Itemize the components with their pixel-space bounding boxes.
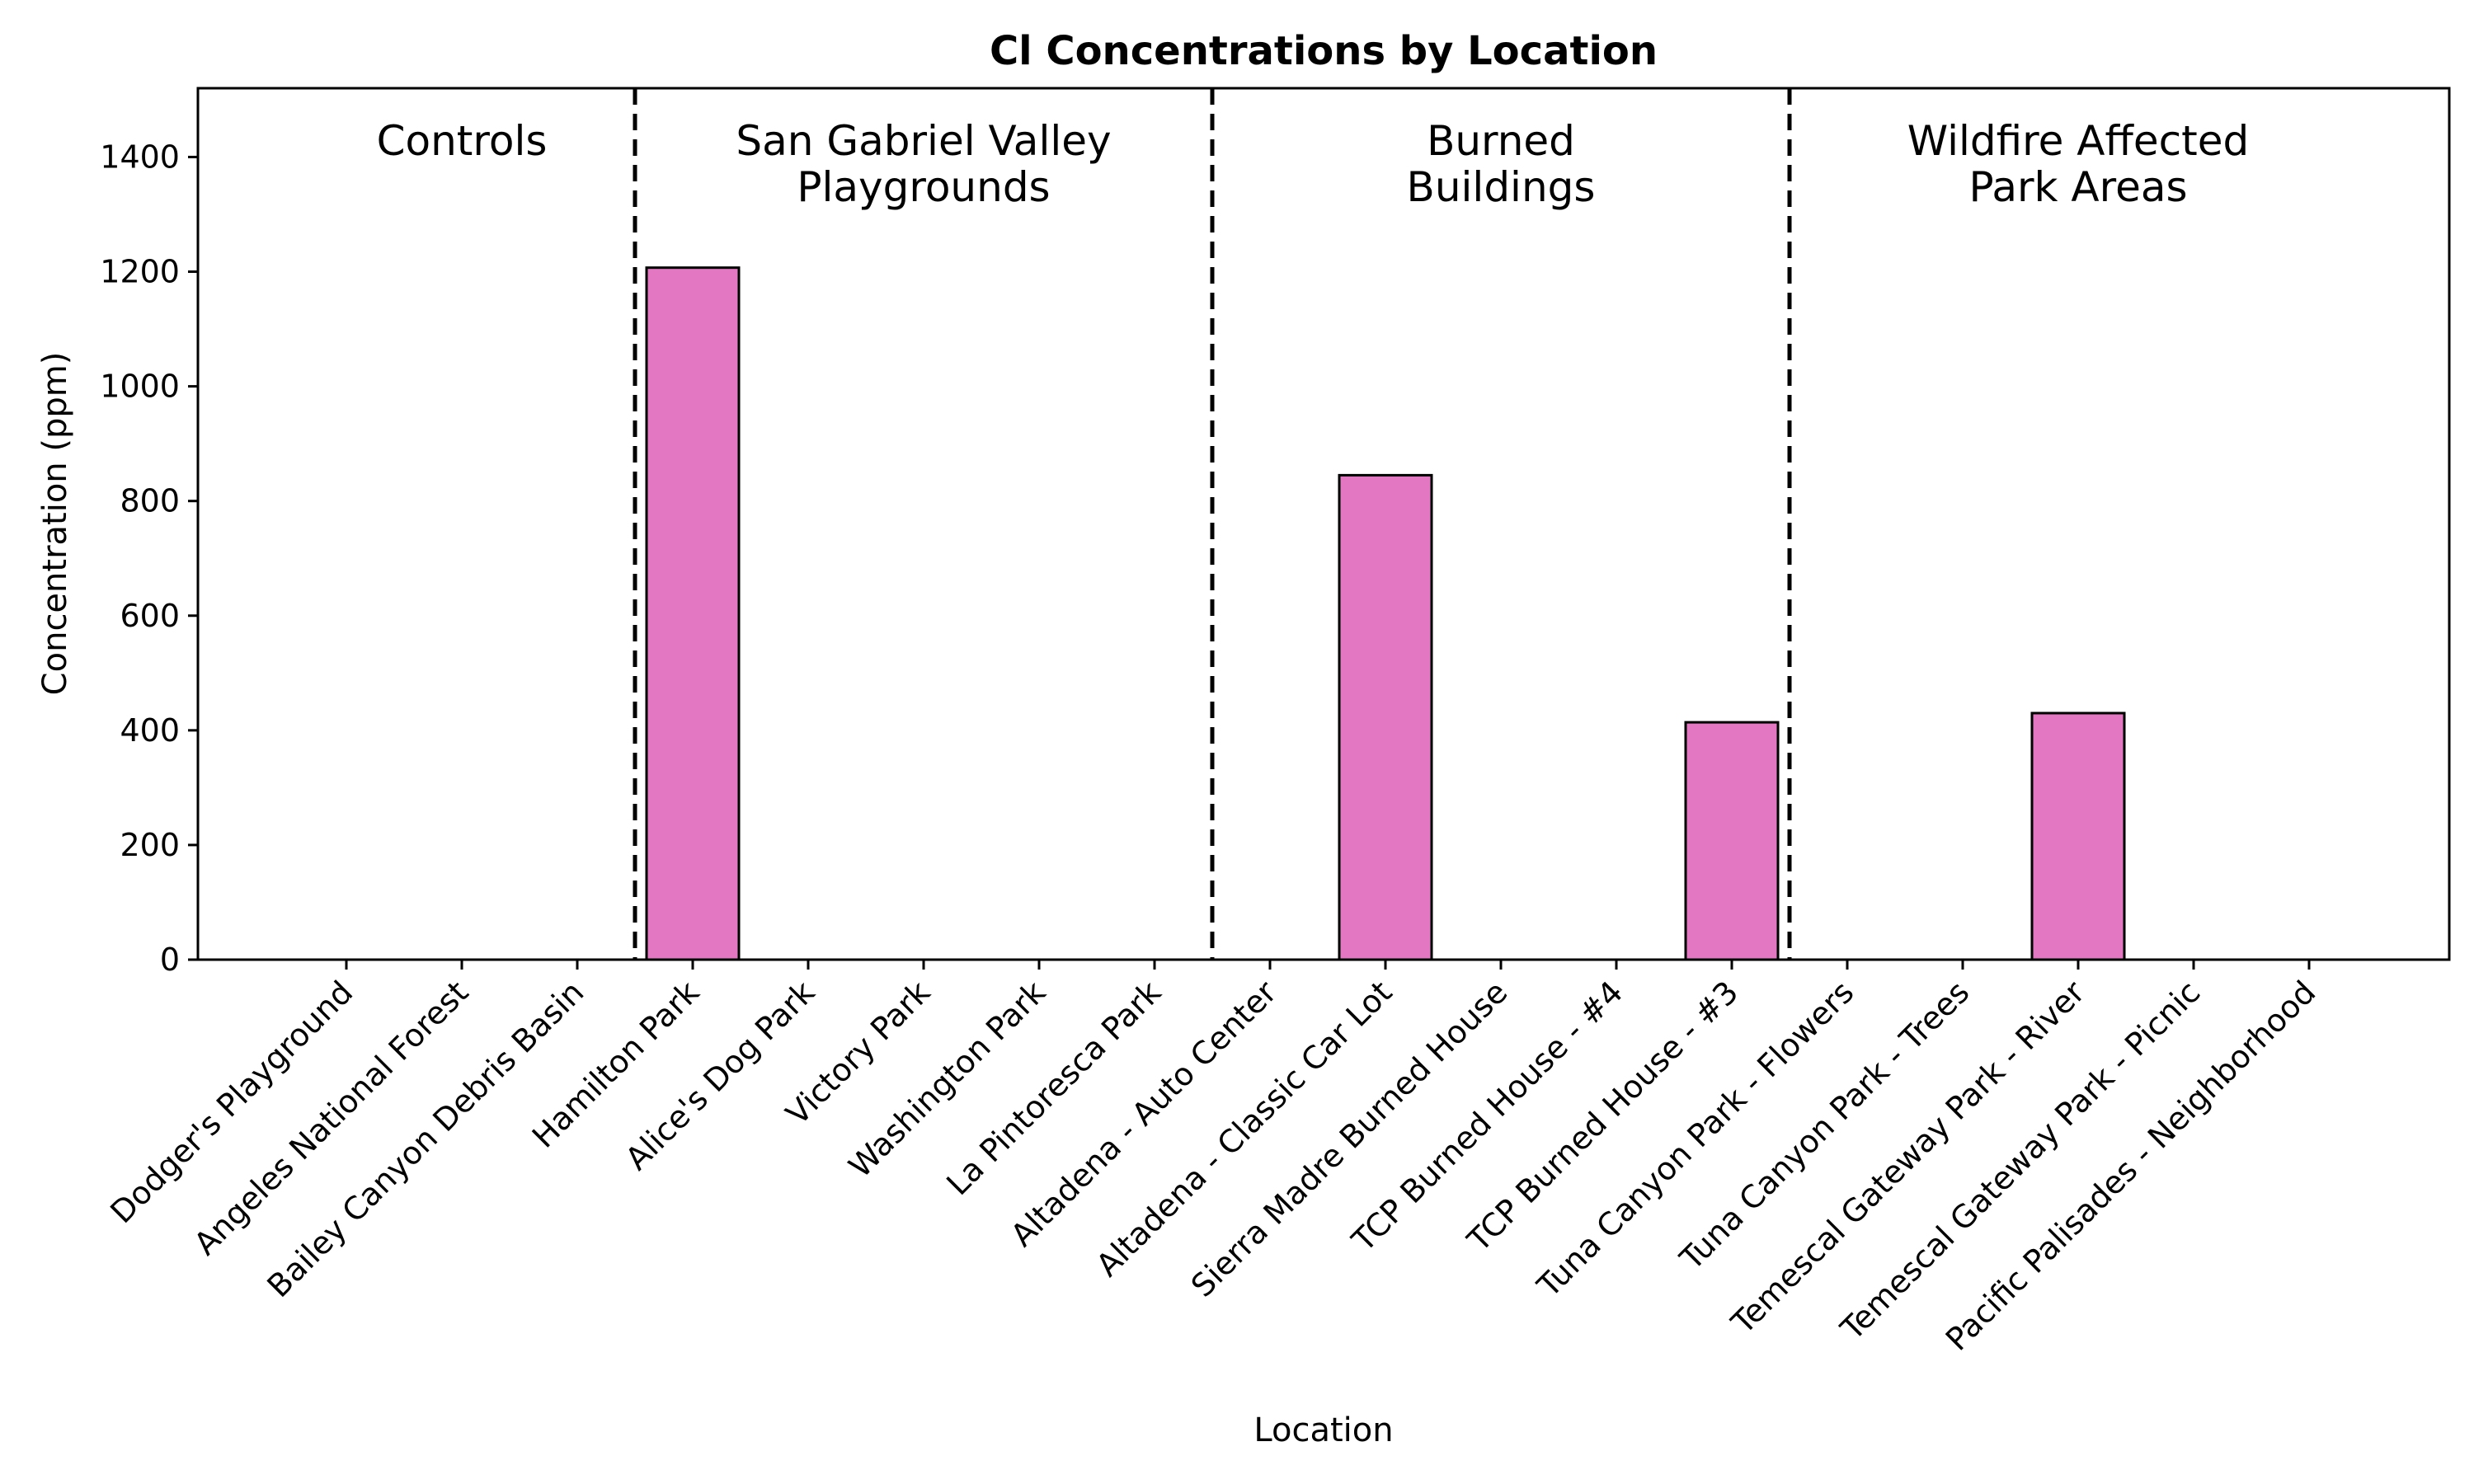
y-tick-label: 200 [120, 827, 180, 863]
group-label: Buildings [1407, 163, 1596, 211]
group-label: Burned [1427, 117, 1575, 165]
y-tick-label: 600 [120, 598, 180, 634]
y-axis-title: Concentration (ppm) [36, 352, 74, 696]
bar [1338, 473, 1433, 961]
chart-title: Cl Concentrations by Location [990, 28, 1658, 74]
bar [645, 266, 741, 961]
plot-frame [196, 87, 2451, 961]
y-tick-label: 1000 [100, 369, 180, 405]
group-label: Controls [377, 117, 548, 165]
y-tick-label: 1400 [100, 139, 180, 175]
y-axis: 0 200 400 600 800 1000 1200 1400 [100, 139, 198, 978]
group-label: Wildfire Affected [1907, 117, 2249, 165]
bar [2030, 711, 2126, 961]
bars [299, 266, 2357, 961]
group-label: Park Areas [1968, 163, 2187, 211]
group-label: Playgrounds [797, 163, 1050, 211]
y-tick-label: 1200 [100, 254, 180, 290]
y-tick-label: 400 [120, 712, 180, 749]
group-dividers [633, 88, 1792, 960]
y-tick-label: 800 [120, 483, 180, 519]
bar [1684, 721, 1780, 961]
y-tick-label: 0 [160, 942, 180, 978]
group-label: San Gabriel Valley [736, 117, 1111, 165]
x-axis-title: Location [1253, 1411, 1393, 1449]
